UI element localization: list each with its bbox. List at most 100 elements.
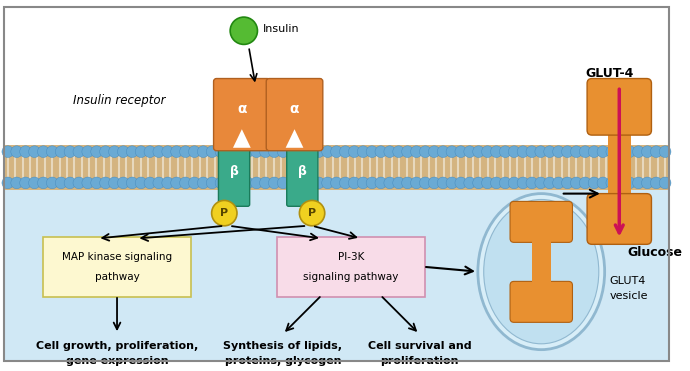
Circle shape <box>206 146 218 158</box>
Circle shape <box>277 146 289 158</box>
Circle shape <box>402 146 413 158</box>
Circle shape <box>411 177 422 189</box>
Circle shape <box>250 146 262 158</box>
FancyBboxPatch shape <box>287 136 318 206</box>
Circle shape <box>2 146 14 158</box>
Circle shape <box>437 146 449 158</box>
Circle shape <box>46 146 58 158</box>
Circle shape <box>295 146 307 158</box>
Circle shape <box>224 146 236 158</box>
FancyBboxPatch shape <box>43 237 191 297</box>
Circle shape <box>633 146 644 158</box>
Circle shape <box>446 177 457 189</box>
Circle shape <box>535 177 546 189</box>
Circle shape <box>162 177 174 189</box>
Text: β: β <box>230 165 239 178</box>
Circle shape <box>428 177 440 189</box>
Circle shape <box>331 146 342 158</box>
Text: Glucose: Glucose <box>627 246 682 259</box>
Bar <box>608 130 631 198</box>
Circle shape <box>597 177 609 189</box>
Circle shape <box>170 177 182 189</box>
Text: β: β <box>298 165 307 178</box>
Circle shape <box>11 177 23 189</box>
Circle shape <box>624 146 635 158</box>
Circle shape <box>286 146 298 158</box>
FancyBboxPatch shape <box>587 79 651 135</box>
Text: PI-3K: PI-3K <box>338 252 364 262</box>
Circle shape <box>455 177 466 189</box>
Circle shape <box>241 177 253 189</box>
Circle shape <box>144 146 156 158</box>
Ellipse shape <box>478 194 604 349</box>
FancyBboxPatch shape <box>219 136 250 206</box>
Circle shape <box>544 177 555 189</box>
Circle shape <box>126 177 138 189</box>
Circle shape <box>348 146 360 158</box>
Circle shape <box>188 177 200 189</box>
Circle shape <box>420 146 431 158</box>
Text: Insulin: Insulin <box>264 24 300 34</box>
Circle shape <box>464 146 475 158</box>
Circle shape <box>357 177 369 189</box>
Circle shape <box>562 177 573 189</box>
Text: P: P <box>220 208 228 218</box>
Circle shape <box>82 177 94 189</box>
Text: proteins, glycogen: proteins, glycogen <box>224 355 341 365</box>
Circle shape <box>491 146 502 158</box>
Polygon shape <box>233 129 250 148</box>
Circle shape <box>20 146 32 158</box>
Circle shape <box>500 177 511 189</box>
Circle shape <box>384 177 395 189</box>
Circle shape <box>651 177 662 189</box>
Circle shape <box>73 146 85 158</box>
Circle shape <box>322 177 333 189</box>
Circle shape <box>117 146 129 158</box>
Bar <box>5 8 668 189</box>
Circle shape <box>491 177 502 189</box>
Text: Insulin receptor: Insulin receptor <box>73 95 166 108</box>
Circle shape <box>2 177 14 189</box>
Circle shape <box>250 177 262 189</box>
Circle shape <box>20 177 32 189</box>
Circle shape <box>212 200 237 226</box>
Circle shape <box>135 177 147 189</box>
Circle shape <box>509 177 520 189</box>
Circle shape <box>428 146 440 158</box>
Circle shape <box>464 177 475 189</box>
Ellipse shape <box>484 200 599 344</box>
Circle shape <box>108 177 120 189</box>
Circle shape <box>99 146 111 158</box>
Text: Synthesis of lipids,: Synthesis of lipids, <box>224 341 342 351</box>
Circle shape <box>259 177 271 189</box>
Text: vesicle: vesicle <box>609 291 648 301</box>
Circle shape <box>108 146 120 158</box>
Circle shape <box>99 177 111 189</box>
Circle shape <box>117 177 129 189</box>
Circle shape <box>233 177 244 189</box>
Circle shape <box>526 177 538 189</box>
Circle shape <box>580 146 591 158</box>
Circle shape <box>188 146 200 158</box>
Circle shape <box>624 177 635 189</box>
Circle shape <box>473 146 484 158</box>
FancyBboxPatch shape <box>510 201 573 242</box>
Text: P: P <box>308 208 316 218</box>
Circle shape <box>179 146 191 158</box>
Circle shape <box>64 146 76 158</box>
Text: pathway: pathway <box>95 272 139 282</box>
FancyBboxPatch shape <box>214 79 270 151</box>
Text: MAP kinase signaling: MAP kinase signaling <box>62 252 172 262</box>
Circle shape <box>411 146 422 158</box>
Circle shape <box>544 146 555 158</box>
Circle shape <box>482 177 493 189</box>
Circle shape <box>553 146 564 158</box>
Circle shape <box>11 146 23 158</box>
Circle shape <box>64 177 76 189</box>
Circle shape <box>91 146 103 158</box>
FancyBboxPatch shape <box>266 79 323 151</box>
Circle shape <box>393 177 404 189</box>
Circle shape <box>153 146 165 158</box>
Circle shape <box>215 177 227 189</box>
Circle shape <box>322 146 333 158</box>
